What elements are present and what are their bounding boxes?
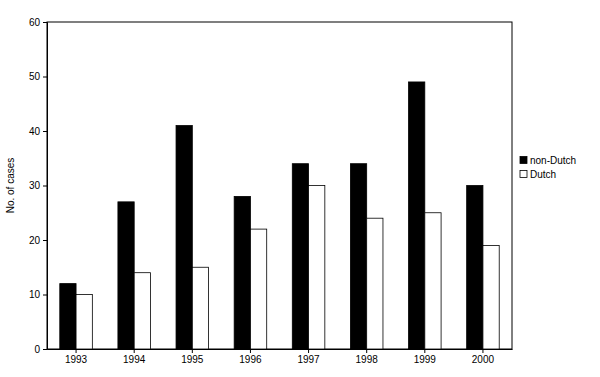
tick: 10 [29,289,47,300]
tick-mark [424,349,425,353]
tick-mark [482,349,483,353]
legend: non-Dutch Dutch [520,155,576,180]
tick-mark [43,240,47,241]
tick-label: 1998 [356,354,379,365]
tick-mark [43,131,47,132]
tick-label: 1994 [123,354,146,365]
legend-swatch [520,171,527,178]
tick: 1998 [356,349,379,365]
chart: 0102030405060199319941995199619971998199… [0,0,600,377]
tick-label: 60 [29,17,41,28]
tick-mark [43,22,47,23]
bar [309,186,325,350]
bar [250,229,266,349]
bar [425,213,441,349]
tick: 40 [29,126,47,137]
x-axis: 1993 1994 1995 1996 1997 1998 1999 2000 [48,349,513,365]
tick: 1999 [414,349,437,365]
tick-mark [76,349,77,353]
y-axis-title: No. of cases [5,158,16,214]
bar [292,164,308,349]
tick-label: 50 [29,71,41,82]
bar [350,164,366,349]
bar [234,196,250,349]
legend-item: non-Dutch [520,155,576,166]
legend-label: Dutch [530,169,556,180]
tick-mark [43,295,47,296]
tick: 1994 [123,349,146,365]
legend-label: non-Dutch [530,155,576,166]
tick-mark [43,77,47,78]
series [60,82,483,349]
tick-label: 10 [29,289,41,300]
tick-mark [366,349,367,353]
bar [76,295,92,350]
series [76,186,499,350]
tick-label: 1995 [181,354,204,365]
tick: 20 [29,235,47,246]
bar [483,245,499,349]
tick: 1997 [297,349,320,365]
y-axis: 0 10 20 30 40 50 60 [29,17,48,355]
bar [192,267,208,349]
tick-label: 2000 [472,354,495,365]
tick-mark [43,349,47,350]
tick-label: 0 [34,344,40,355]
tick-label: 30 [29,180,41,191]
plot-frame [47,22,512,349]
tick: 1993 [65,349,88,365]
tick-label: 1996 [239,354,262,365]
bar [367,218,383,349]
tick: 0 [34,344,47,355]
axis-line [43,23,48,350]
tick-mark [250,349,251,353]
tick: 60 [29,17,47,28]
plot: 0102030405060199319941995199619971998199… [29,17,513,365]
tick-label: 40 [29,126,41,137]
tick: 1996 [239,349,262,365]
tick-label: 20 [29,235,41,246]
tick-mark [308,349,309,353]
tick-mark [134,349,135,353]
bar [409,82,425,349]
tick: 1995 [181,349,204,365]
tick: 2000 [472,349,495,365]
bars [60,82,499,349]
tick-mark [43,186,47,187]
tick-label: 1993 [65,354,88,365]
bar [118,202,134,349]
bar [467,186,483,350]
tick: 30 [29,180,47,191]
axis-line [48,349,513,350]
tick-label: 1999 [414,354,437,365]
legend-swatch [520,157,527,164]
tick-label: 1997 [297,354,320,365]
legend-item: Dutch [520,169,556,180]
bar [176,126,192,349]
tick: 50 [29,71,47,82]
tick-mark [192,349,193,353]
bar [60,284,76,349]
bar [134,273,150,349]
